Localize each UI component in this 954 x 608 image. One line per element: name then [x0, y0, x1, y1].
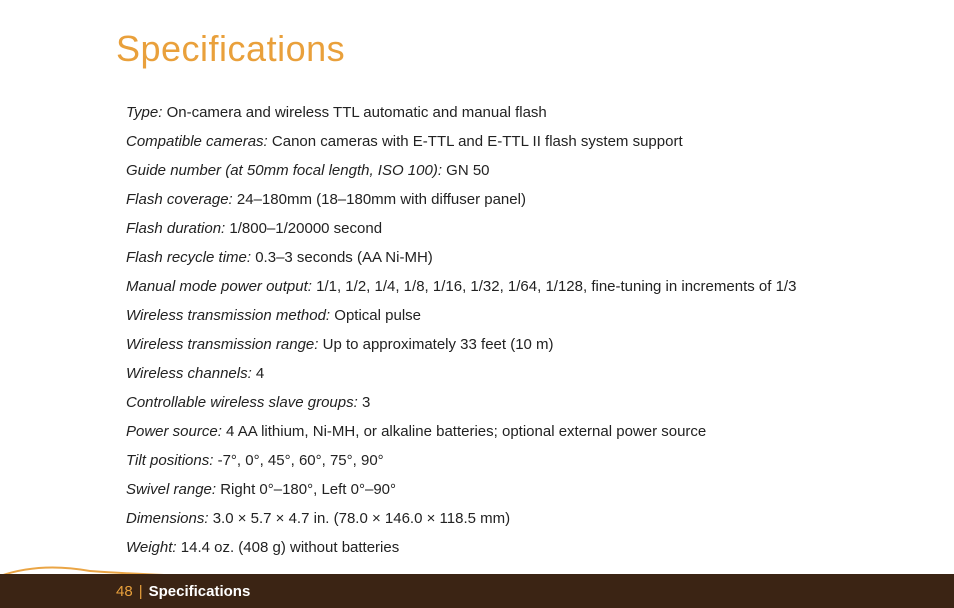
spec-label: Manual mode power output: [126, 278, 312, 295]
spec-value: GN 50 [442, 162, 490, 179]
footer-section-title: Specifications [149, 583, 251, 600]
spec-row: Wireless transmission range: Up to appro… [126, 330, 894, 359]
spec-row: Guide number (at 50mm focal length, ISO … [126, 156, 894, 185]
spec-label: Compatible cameras: [126, 133, 268, 150]
spec-value: 24–180mm (18–180mm with diffuser panel) [233, 191, 526, 208]
spec-label: Tilt positions: [126, 452, 213, 469]
spec-value: 3 [358, 394, 371, 411]
spec-value: Canon cameras with E-TTL and E-TTL II fl… [268, 133, 683, 150]
spec-row: Wireless channels: 4 [126, 359, 894, 388]
spec-row: Flash coverage: 24–180mm (18–180mm with … [126, 185, 894, 214]
footer-separator: | [133, 583, 149, 600]
page-title: Specifications [0, 0, 954, 70]
spec-row: Tilt positions: -7°, 0°, 45°, 60°, 75°, … [126, 446, 894, 475]
spec-label: Weight: [126, 539, 177, 556]
spec-value: 3.0 × 5.7 × 4.7 in. (78.0 × 146.0 × 118.… [209, 510, 511, 527]
spec-label: Controllable wireless slave groups: [126, 394, 358, 411]
spec-row: Dimensions: 3.0 × 5.7 × 4.7 in. (78.0 × … [126, 504, 894, 533]
spec-label: Wireless transmission method: [126, 307, 330, 324]
spec-row: Controllable wireless slave groups: 3 [126, 388, 894, 417]
spec-value: 4 AA lithium, Ni-MH, or alkaline batteri… [222, 423, 706, 440]
spec-row: Power source: 4 AA lithium, Ni-MH, or al… [126, 417, 894, 446]
spec-label: Power source: [126, 423, 222, 440]
spec-row: Flash duration: 1/800–1/20000 second [126, 214, 894, 243]
spec-row: Compatible cameras: Canon cameras with E… [126, 127, 894, 156]
spec-value: 14.4 oz. (408 g) without batteries [177, 539, 400, 556]
spec-label: Wireless channels: [126, 365, 252, 382]
spec-value: 4 [252, 365, 265, 382]
spec-label: Flash coverage: [126, 191, 233, 208]
spec-row: Type: On-camera and wireless TTL automat… [126, 98, 894, 127]
spec-value: -7°, 0°, 45°, 60°, 75°, 90° [213, 452, 383, 469]
footer-bar: 48 | Specifications [0, 574, 954, 608]
spec-value: 1/800–1/20000 second [225, 220, 382, 237]
spec-label: Dimensions: [126, 510, 209, 527]
spec-value: On-camera and wireless TTL automatic and… [162, 104, 546, 121]
spec-row: Manual mode power output: 1/1, 1/2, 1/4,… [126, 272, 894, 301]
spec-label: Swivel range: [126, 481, 216, 498]
spec-label: Wireless transmission range: [126, 336, 318, 353]
spec-list: Type: On-camera and wireless TTL automat… [0, 70, 954, 562]
spec-label: Flash recycle time: [126, 249, 251, 266]
footer-band: 48 | Specifications [0, 558, 954, 608]
spec-value: Up to approximately 33 feet (10 m) [318, 336, 553, 353]
spec-row: Wireless transmission method: Optical pu… [126, 301, 894, 330]
spec-row: Flash recycle time: 0.3–3 seconds (AA Ni… [126, 243, 894, 272]
spec-value: 0.3–3 seconds (AA Ni-MH) [251, 249, 433, 266]
spec-label: Flash duration: [126, 220, 225, 237]
spec-value: Right 0°–180°, Left 0°–90° [216, 481, 396, 498]
spec-label: Guide number (at 50mm focal length, ISO … [126, 162, 442, 179]
spec-label: Type: [126, 104, 162, 121]
spec-row: Swivel range: Right 0°–180°, Left 0°–90° [126, 475, 894, 504]
spec-value: Optical pulse [330, 307, 421, 324]
footer-page-number: 48 [116, 583, 133, 600]
spec-value: 1/1, 1/2, 1/4, 1/8, 1/16, 1/32, 1/64, 1/… [312, 278, 797, 295]
